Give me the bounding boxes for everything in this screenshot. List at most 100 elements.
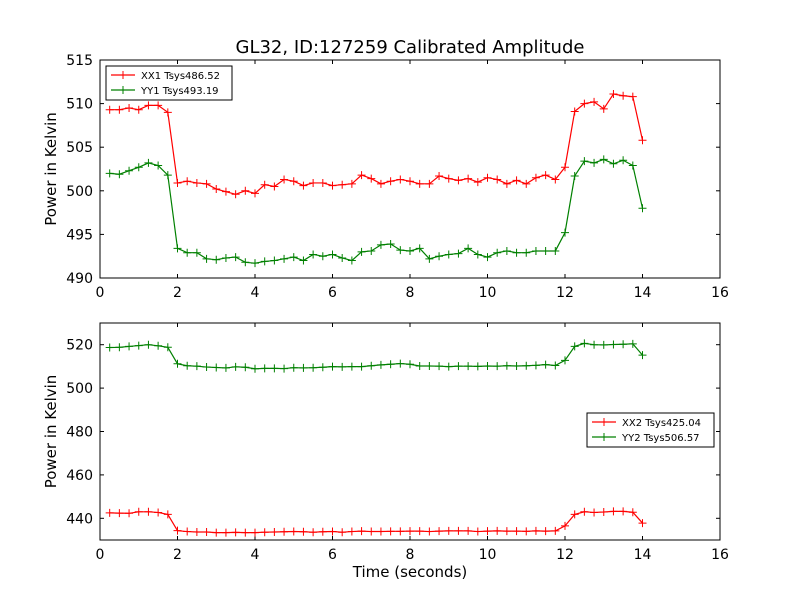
data-point — [260, 180, 269, 189]
legend-marker — [119, 71, 127, 79]
data-point — [570, 510, 579, 519]
data-point — [328, 527, 337, 536]
data-point — [367, 174, 376, 183]
data-point — [231, 362, 240, 371]
data-point — [163, 510, 172, 519]
data-point — [376, 240, 385, 249]
data-point — [202, 254, 211, 263]
legend-marker — [119, 86, 127, 94]
data-point — [299, 181, 308, 190]
data-point — [386, 527, 395, 536]
x-tick-label: 2 — [173, 547, 182, 563]
data-point — [309, 250, 318, 259]
data-point — [270, 527, 279, 536]
data-point — [328, 181, 337, 190]
data-point — [561, 521, 569, 530]
data-point — [580, 507, 589, 516]
data-point — [347, 527, 356, 536]
y-tick-label: 495 — [66, 227, 93, 243]
data-point — [512, 176, 521, 185]
data-point — [522, 179, 531, 188]
data-point — [212, 528, 221, 537]
x-tick-label: 12 — [556, 547, 574, 563]
data-point — [328, 250, 337, 259]
data-point — [580, 157, 589, 166]
data-point — [173, 244, 182, 253]
data-point — [289, 527, 298, 536]
data-point — [590, 158, 599, 167]
data-point — [473, 250, 482, 259]
data-point — [522, 248, 531, 257]
x-tick-label: 8 — [406, 285, 415, 301]
data-point — [192, 248, 201, 257]
legend-label: YY1 Tsys493.19 — [140, 86, 219, 97]
data-point — [619, 156, 628, 165]
data-point — [347, 256, 356, 265]
data-point — [638, 136, 647, 145]
data-point — [406, 246, 414, 255]
data-point — [125, 342, 134, 351]
y-tick-label: 480 — [66, 425, 93, 441]
data-point — [241, 528, 250, 537]
data-point — [154, 101, 163, 110]
data-point — [541, 246, 550, 255]
data-point — [493, 248, 502, 257]
data-point — [396, 175, 405, 184]
data-point — [444, 250, 453, 259]
data-point — [125, 509, 134, 518]
data-point — [183, 361, 192, 370]
data-point — [570, 107, 579, 116]
bottom-panel: 0 2 4 6 8 10 12 14 16 440 460 480 500 520 Power in Kel… — [42, 322, 729, 581]
data-point — [444, 526, 453, 535]
data-point — [541, 360, 550, 369]
data-point — [473, 527, 482, 536]
data-point — [376, 527, 385, 536]
data-point — [406, 527, 414, 536]
y-tick-label: 510 — [66, 97, 93, 113]
data-point — [241, 258, 250, 267]
data-point — [512, 248, 521, 257]
data-point — [406, 360, 414, 369]
data-point — [173, 359, 182, 368]
data-point — [367, 246, 376, 255]
data-point — [154, 341, 163, 350]
data-point — [541, 527, 550, 536]
data-point — [105, 508, 114, 517]
data-point — [580, 99, 589, 108]
data-point — [609, 159, 618, 168]
data-point — [183, 248, 192, 257]
data-point — [628, 161, 637, 170]
data-point — [561, 228, 569, 237]
data-point — [580, 339, 589, 348]
data-point — [551, 246, 560, 255]
data-point — [338, 362, 347, 371]
data-point — [163, 171, 172, 180]
data-point — [134, 163, 143, 172]
x-tick-label: 16 — [711, 547, 729, 563]
data-point — [425, 361, 434, 370]
top-panel: 0 2 4 6 8 10 12 14 16 490 495 500 505 510 515 Power in … — [42, 53, 729, 301]
data-point — [512, 361, 521, 370]
data-point — [144, 101, 153, 110]
data-point — [154, 161, 163, 170]
data-point — [551, 526, 560, 535]
data-point — [115, 170, 124, 179]
data-point — [541, 171, 550, 180]
data-point — [386, 239, 395, 248]
y-tick-label: 520 — [66, 338, 93, 354]
data-point — [202, 179, 211, 188]
data-point — [638, 519, 647, 528]
data-point — [221, 363, 230, 372]
data-point — [454, 249, 463, 258]
data-point — [192, 178, 201, 187]
data-point — [638, 204, 647, 213]
data-point — [183, 177, 192, 186]
data-point — [425, 254, 434, 263]
data-point — [590, 97, 599, 106]
data-point — [396, 527, 405, 536]
legend-marker — [600, 433, 608, 441]
x-tick-label: 0 — [96, 547, 105, 563]
data-point — [619, 91, 628, 100]
data-point — [125, 103, 134, 112]
data-point — [464, 244, 473, 253]
